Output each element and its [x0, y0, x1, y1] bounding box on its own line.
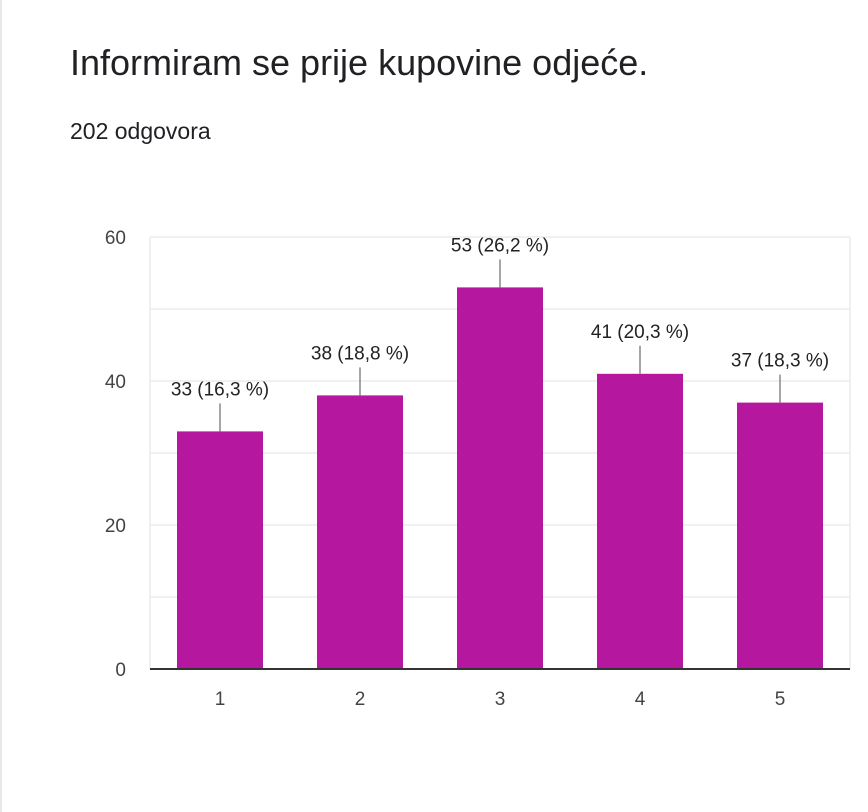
data-label: 53 (26,2 %)	[451, 235, 549, 256]
response-count: 202 odgovora	[70, 118, 211, 144]
data-label: 41 (20,3 %)	[591, 322, 689, 343]
x-tick-label: 3	[495, 689, 506, 710]
x-tick-label: 1	[215, 689, 226, 710]
question-title: Informiram se prije kupovine odjeće.	[70, 42, 649, 83]
bar	[317, 395, 403, 669]
x-tick-label: 4	[635, 689, 646, 710]
y-tick-label: 60	[105, 228, 126, 249]
bar	[597, 373, 683, 669]
data-label: 37 (18,3 %)	[731, 351, 829, 372]
bar	[457, 287, 543, 669]
x-tick-label: 5	[775, 689, 786, 710]
bar-chart: 0 20 40 60 33 (16,3 %) 38 (18,8 %) 53 (26,2 %…	[105, 228, 851, 710]
bar	[737, 402, 823, 669]
y-tick-label: 40	[105, 372, 126, 393]
data-label: 33 (16,3 %)	[171, 379, 269, 400]
x-tick-label: 2	[355, 689, 366, 710]
bars	[177, 287, 823, 669]
y-axis-ticks: 0 20 40 60	[105, 228, 126, 681]
label-leaders	[219, 259, 781, 432]
y-tick-label: 0	[115, 660, 126, 681]
y-tick-label: 20	[105, 516, 126, 537]
bar	[177, 431, 263, 669]
x-axis-ticks: 1 2 3 4 5	[215, 689, 786, 710]
data-label: 38 (18,8 %)	[311, 343, 409, 364]
data-labels: 33 (16,3 %) 38 (18,8 %) 53 (26,2 %) 41 (20,…	[171, 235, 829, 400]
